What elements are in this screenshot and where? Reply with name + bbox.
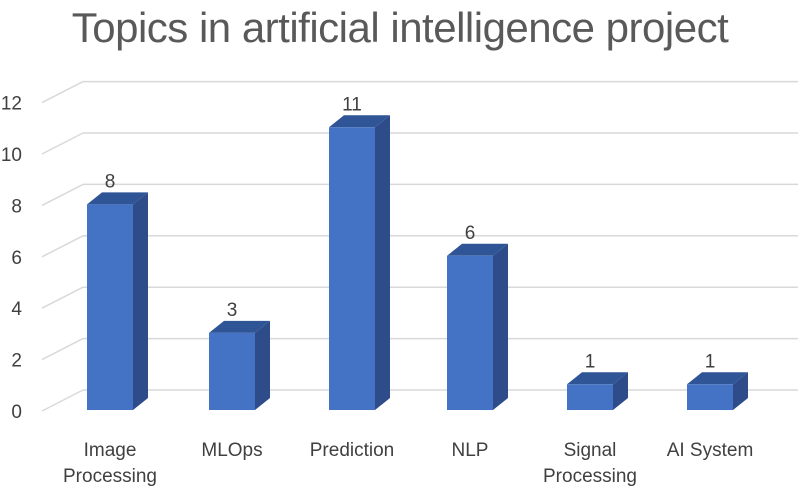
gridline-depth bbox=[41, 235, 84, 258]
bar-side bbox=[375, 115, 390, 411]
bar-top bbox=[329, 115, 390, 128]
chart-title: Topics in artificial intelligence projec… bbox=[71, 4, 729, 51]
gridline-depth bbox=[41, 337, 84, 361]
gridline-depth bbox=[41, 183, 84, 207]
bar-top bbox=[567, 372, 628, 385]
y-tick-label: 10 bbox=[1, 145, 22, 166]
bar bbox=[567, 384, 613, 410]
x-category-label: Prediction bbox=[310, 440, 395, 461]
bar bbox=[447, 255, 493, 410]
gridline-depth bbox=[41, 80, 84, 104]
x-category-label: Processing bbox=[543, 466, 637, 487]
bar-side bbox=[255, 320, 270, 410]
y-tick-label: 12 bbox=[1, 94, 22, 115]
data-label: 8 bbox=[105, 171, 116, 192]
bar-side bbox=[133, 192, 148, 410]
data-label: 6 bbox=[465, 223, 476, 244]
bar-top bbox=[447, 243, 508, 256]
y-tick-label: 4 bbox=[11, 299, 22, 320]
data-label: 1 bbox=[585, 351, 596, 372]
bar-side bbox=[613, 372, 628, 410]
bar bbox=[687, 384, 733, 410]
y-tick-label: 0 bbox=[11, 402, 22, 423]
x-category-label: Processing bbox=[63, 466, 157, 487]
gridline-depth bbox=[41, 286, 84, 309]
bar bbox=[329, 127, 375, 411]
bar-top bbox=[687, 372, 748, 385]
gridline-depth bbox=[41, 389, 84, 412]
gridline-depth bbox=[41, 132, 84, 155]
y-tick-label: 8 bbox=[11, 196, 22, 217]
x-category-label: NLP bbox=[452, 440, 489, 461]
data-label: 11 bbox=[342, 94, 362, 115]
data-label: 1 bbox=[705, 351, 716, 372]
x-category-label: AI System bbox=[667, 440, 754, 461]
bar-top bbox=[87, 192, 148, 205]
x-category-label: Signal bbox=[564, 440, 617, 461]
bar-top bbox=[209, 320, 270, 333]
data-label: 3 bbox=[227, 300, 238, 321]
bar bbox=[209, 332, 255, 410]
bar-side bbox=[493, 243, 508, 410]
y-tick-label: 6 bbox=[11, 248, 22, 269]
y-tick-label: 2 bbox=[11, 351, 22, 372]
x-category-label: MLOps bbox=[201, 440, 262, 461]
bar bbox=[87, 204, 133, 410]
bar-side bbox=[733, 372, 748, 410]
x-category-label: Image bbox=[84, 440, 137, 461]
